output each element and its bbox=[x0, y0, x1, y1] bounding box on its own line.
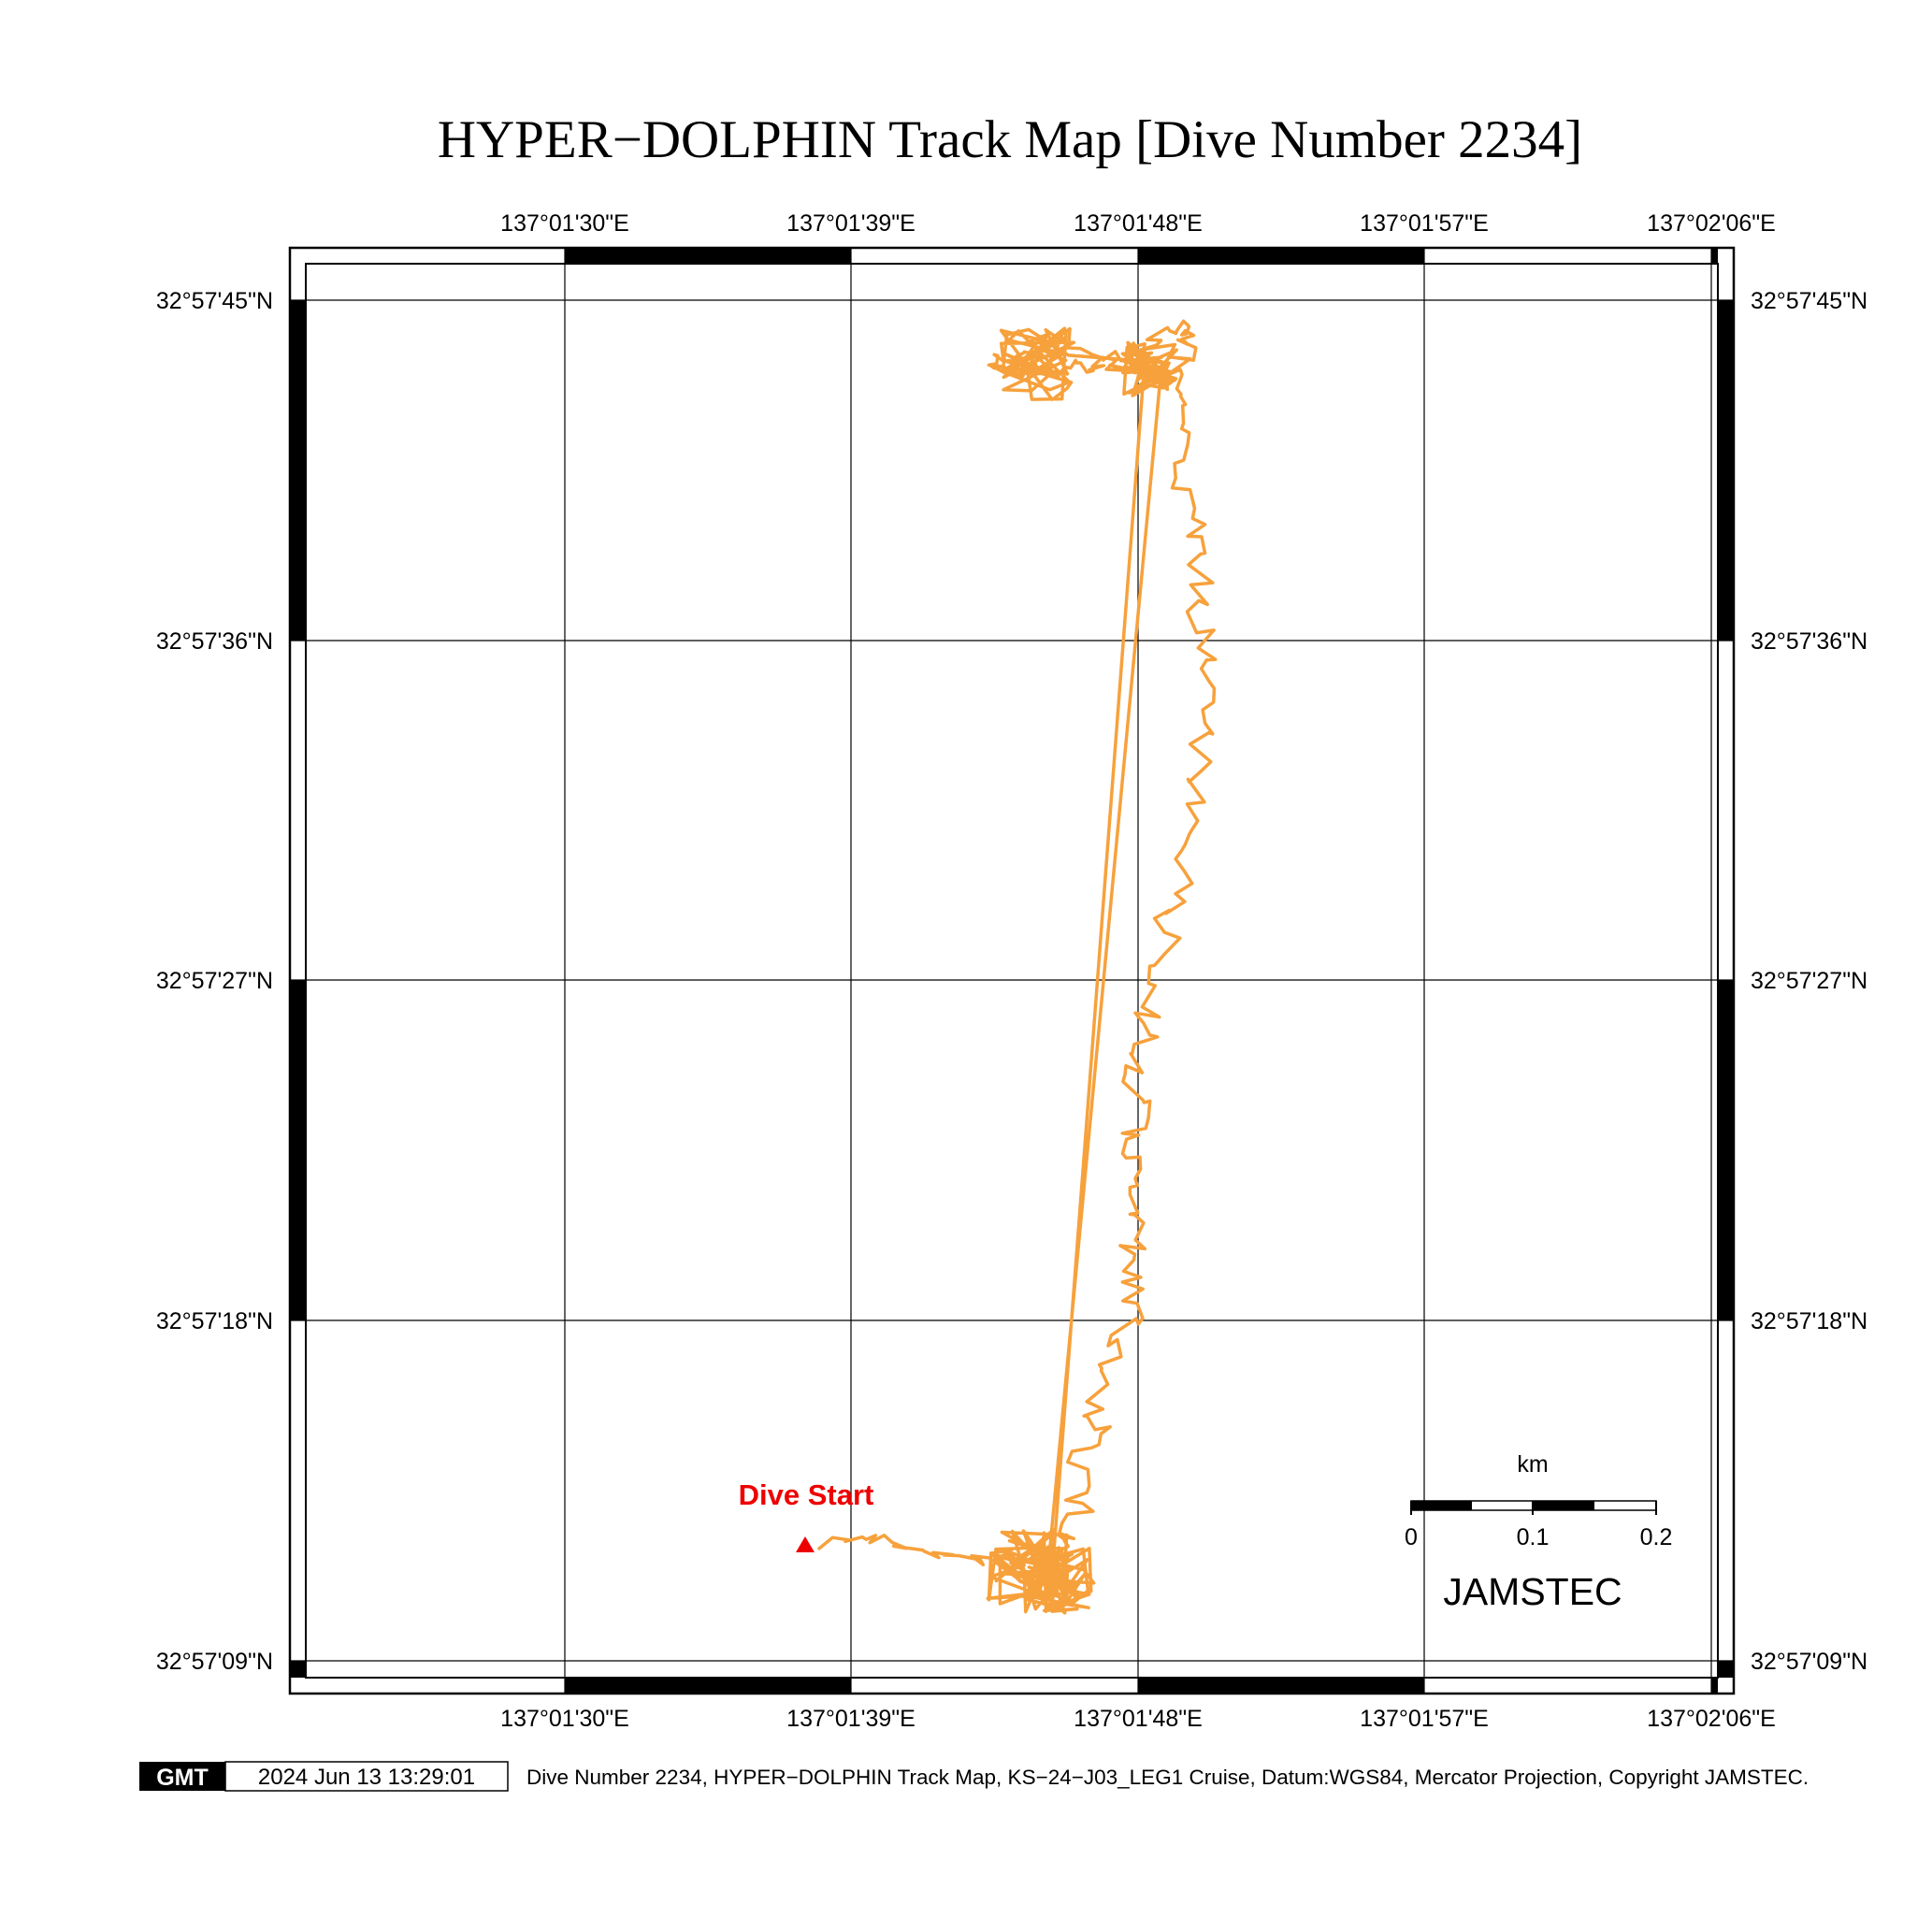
latitude-label: 32°57'18"N bbox=[1751, 1308, 1867, 1334]
longitude-label: 137°02'06"E bbox=[1647, 1706, 1776, 1732]
frame-checker-right bbox=[1718, 300, 1734, 1678]
organization-label: JAMSTEC bbox=[1443, 1570, 1622, 1613]
latitude-label: 32°57'09"N bbox=[156, 1649, 273, 1675]
latitude-label: 32°57'36"N bbox=[1751, 628, 1867, 655]
latitude-label: 32°57'18"N bbox=[156, 1308, 273, 1334]
dive-start-label: Dive Start bbox=[739, 1478, 874, 1511]
scale-bar-tick-label: 0.1 bbox=[1517, 1524, 1550, 1550]
timestamp: 2024 Jun 13 13:29:01 bbox=[258, 1765, 475, 1790]
longitude-labels-top: 137°01'30"E 137°01'39"E 137°01'48"E 137°… bbox=[500, 210, 1776, 237]
scale-bar-tick-label: 0 bbox=[1405, 1524, 1418, 1550]
map-frame bbox=[288, 246, 1736, 1695]
longitude-label: 137°01'39"E bbox=[786, 1706, 916, 1732]
longitude-label: 137°01'48"E bbox=[1074, 210, 1203, 237]
footer-caption: Dive Number 2234, HYPER−DOLPHIN Track Ma… bbox=[526, 1766, 1809, 1789]
latitude-label: 32°57'45"N bbox=[1751, 288, 1867, 314]
frame-checker-top bbox=[565, 248, 1718, 264]
longitude-label: 137°01'30"E bbox=[500, 210, 629, 237]
map-title: HYPER−DOLPHIN Track Map [Dive Number 223… bbox=[438, 110, 1582, 169]
latitude-labels-right: 32°57'45"N 32°57'36"N 32°57'27"N 32°57'1… bbox=[1751, 288, 1867, 1675]
timestamp-box bbox=[224, 1761, 509, 1792]
latitude-label: 32°57'36"N bbox=[156, 628, 273, 655]
longitude-label: 137°01'57"E bbox=[1360, 1706, 1489, 1732]
gmt-logo-text: GMT bbox=[156, 1765, 209, 1791]
grid-lines bbox=[290, 248, 1734, 1694]
longitude-label: 137°01'57"E bbox=[1360, 210, 1489, 237]
latitude-label: 32°57'27"N bbox=[1751, 968, 1867, 994]
longitude-label: 137°02'06"E bbox=[1647, 210, 1776, 237]
longitude-label: 137°01'30"E bbox=[500, 1706, 629, 1732]
latitude-label: 32°57'09"N bbox=[1751, 1649, 1867, 1675]
longitude-label: 137°01'48"E bbox=[1074, 1706, 1203, 1732]
latitude-labels-left: 32°57'45"N 32°57'36"N 32°57'27"N 32°57'1… bbox=[156, 288, 273, 1675]
gmt-logo: GMT bbox=[139, 1762, 225, 1791]
vehicle-track bbox=[817, 319, 1218, 1615]
frame-checker-left bbox=[290, 300, 306, 1678]
longitude-label: 137°01'39"E bbox=[786, 210, 916, 237]
scale-bar: km 0 0.1 0.2 bbox=[1405, 1451, 1672, 1550]
footer: GMT 2024 Jun 13 13:29:01 Dive Number 223… bbox=[139, 1761, 1809, 1792]
latitude-label: 32°57'27"N bbox=[156, 968, 273, 994]
longitude-labels-bottom: 137°01'30"E 137°01'39"E 137°01'48"E 137°… bbox=[500, 1706, 1776, 1732]
frame-checker-bottom bbox=[565, 1678, 1718, 1694]
dive-start-marker bbox=[796, 1536, 815, 1552]
latitude-label: 32°57'45"N bbox=[156, 288, 273, 314]
scale-bar-tick-label: 0.2 bbox=[1640, 1524, 1673, 1550]
scale-bar-unit: km bbox=[1517, 1451, 1548, 1478]
